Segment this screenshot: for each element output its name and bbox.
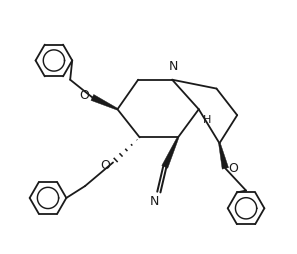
Polygon shape — [162, 137, 179, 168]
Polygon shape — [91, 94, 118, 110]
Polygon shape — [219, 143, 228, 169]
Text: N: N — [169, 60, 178, 73]
Text: O: O — [229, 163, 238, 176]
Text: H: H — [203, 115, 211, 125]
Text: O: O — [79, 89, 89, 102]
Text: O: O — [100, 159, 110, 172]
Text: N: N — [150, 195, 159, 208]
